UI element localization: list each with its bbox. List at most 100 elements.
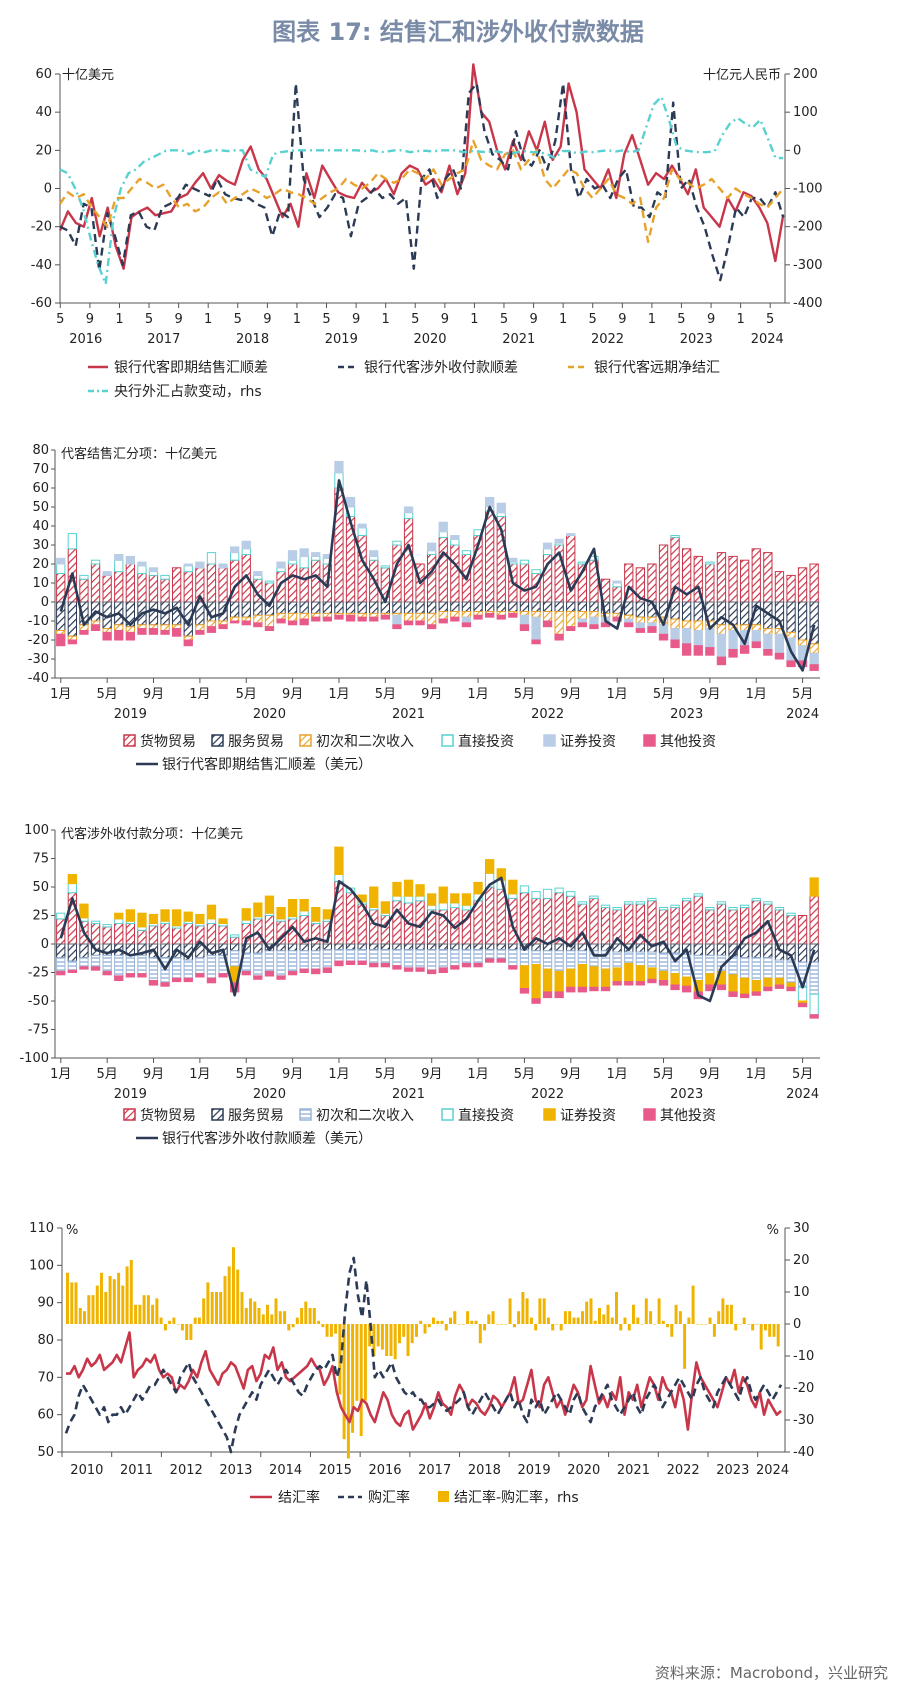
bar-初次和二次收入 xyxy=(542,611,553,622)
x-year-label: 2015 xyxy=(319,1463,352,1478)
bar-初次和二次收入 xyxy=(693,954,703,981)
bar-证券投资 xyxy=(195,561,205,569)
y-tick-label-left: -100 xyxy=(19,1051,49,1066)
bar-其他投资 xyxy=(206,977,217,984)
bar-结汇率-购汇率，rhs xyxy=(393,1324,397,1360)
x-tick-label: 5月 xyxy=(792,1067,813,1082)
y-tick-label-right: 0 xyxy=(793,1317,801,1332)
bar-货物贸易 xyxy=(102,926,112,945)
bar-其他投资 xyxy=(658,633,669,641)
bar-证券投资 xyxy=(206,904,217,920)
bar-初次和二次收入 xyxy=(102,628,112,633)
bar-其他投资 xyxy=(786,986,796,992)
bar-其他投资 xyxy=(195,630,205,635)
bar-结汇率-购汇率，rhs xyxy=(385,1324,389,1356)
bar-结汇率-购汇率，rhs xyxy=(461,1324,465,1325)
bar-初次和二次收入 xyxy=(415,612,425,622)
bar-结汇率-购汇率，rhs xyxy=(525,1298,529,1324)
x-tick-label: 1 xyxy=(382,312,390,327)
bar-结汇率-购汇率，rhs xyxy=(644,1298,648,1324)
x-tick-label: 5月 xyxy=(375,1067,396,1082)
bar-直接投资 xyxy=(647,897,657,902)
x-tick-label: 5月 xyxy=(653,687,674,702)
x-tick-label: 9 xyxy=(618,312,626,327)
bar-服务贸易 xyxy=(485,943,495,951)
x-tick-label: 1 xyxy=(293,312,301,327)
bar-其他投资 xyxy=(218,973,228,978)
y-tick-label-left: 0 xyxy=(44,182,52,197)
bar-货物贸易 xyxy=(600,907,611,945)
bar-初次和二次收入 xyxy=(473,949,483,964)
bar-货物贸易 xyxy=(311,923,321,945)
x-tick-label: 1月 xyxy=(328,687,349,702)
bar-直接投资 xyxy=(670,535,680,538)
bar-结汇率-购汇率，rhs xyxy=(338,1324,342,1395)
bar-初次和二次收入 xyxy=(450,949,460,967)
bar-服务贸易 xyxy=(554,943,564,952)
bar-其他投资 xyxy=(357,616,367,622)
bar-证券投资 xyxy=(612,967,622,983)
bar-其他投资 xyxy=(774,984,785,989)
bar-货物贸易 xyxy=(589,897,599,945)
bar-证券投资 xyxy=(809,652,819,666)
x-tick-label: 5 xyxy=(234,312,242,327)
bar-结汇率-购汇率，rhs xyxy=(700,1324,704,1325)
bar-证券投资 xyxy=(392,881,402,897)
bar-其他投资 xyxy=(114,975,124,981)
bar-直接投资 xyxy=(67,533,77,550)
bar-货物贸易 xyxy=(786,915,796,945)
bar-其他投资 xyxy=(264,626,275,631)
bar-货物贸易 xyxy=(392,900,402,945)
bar-货物贸易 xyxy=(716,903,727,945)
y-tick-label-left: 100 xyxy=(24,823,49,838)
bar-结汇率-购汇率，rhs xyxy=(734,1324,738,1331)
bar-初次和二次收入 xyxy=(392,949,402,967)
bar-初次和二次收入 xyxy=(751,624,761,632)
x-tick-label: 1 xyxy=(648,312,656,327)
bar-其他投资 xyxy=(114,630,124,641)
bar-货物贸易 xyxy=(670,907,680,945)
y-tick-label-left: -40 xyxy=(28,671,49,686)
bar-其他投资 xyxy=(311,616,321,622)
bar-证券投资 xyxy=(311,552,321,557)
legend-label: 结汇率-购汇率，rhs xyxy=(454,1489,579,1506)
legend-label: 银行代客即期结售汇顺差 xyxy=(114,359,268,376)
legend-swatch xyxy=(299,1108,312,1121)
bar-其他投资 xyxy=(160,982,170,987)
bar-服务贸易 xyxy=(797,601,808,641)
bar-其他投资 xyxy=(195,973,205,978)
bar-证券投资 xyxy=(403,506,414,514)
bar-货物贸易 xyxy=(508,897,518,945)
bar-结汇率-购汇率，rhs xyxy=(776,1324,780,1347)
bar-证券投资 xyxy=(786,982,796,988)
bar-结汇率-购汇率，rhs xyxy=(581,1311,584,1324)
bar-服务贸易 xyxy=(253,943,263,954)
bar-结汇率-购汇率，rhs xyxy=(576,1317,580,1324)
bar-证券投资 xyxy=(450,893,460,904)
legend-label: 服务贸易 xyxy=(228,734,284,750)
bar-货物贸易 xyxy=(728,555,738,603)
bar-结汇率-购汇率，rhs xyxy=(95,1285,99,1324)
bar-证券投资 xyxy=(577,964,588,988)
bar-服务贸易 xyxy=(612,601,622,614)
bar-货物贸易 xyxy=(450,544,460,603)
bar-其他投资 xyxy=(774,652,785,660)
bar-证券投资 xyxy=(322,909,333,920)
bar-直接投资 xyxy=(148,571,159,576)
x-year-label: 2019 xyxy=(114,707,147,722)
bar-结汇率-购汇率，rhs xyxy=(619,1324,623,1331)
bar-初次和二次收入 xyxy=(369,612,379,618)
bar-证券投资 xyxy=(647,967,657,980)
x-tick-label: 1月 xyxy=(746,1067,767,1082)
bar-服务贸易 xyxy=(369,601,379,614)
bar-初次和二次收入 xyxy=(345,949,356,962)
bar-初次和二次收入 xyxy=(172,624,182,630)
x-tick-label: 9月 xyxy=(143,687,164,702)
bar-服务贸易 xyxy=(751,943,761,959)
legend-label: 直接投资 xyxy=(458,733,514,750)
bar-货物贸易 xyxy=(774,909,785,945)
bar-结汇率-购汇率，rhs xyxy=(568,1311,572,1324)
y-tick-label-left: -20 xyxy=(31,220,52,235)
bar-其他投资 xyxy=(276,618,286,624)
chart-cross-border-components: -100 -75 -50 -25 0 25 50 75 100 代客涉外收付款分项：十亿美元 1月 5… xyxy=(19,823,820,1147)
